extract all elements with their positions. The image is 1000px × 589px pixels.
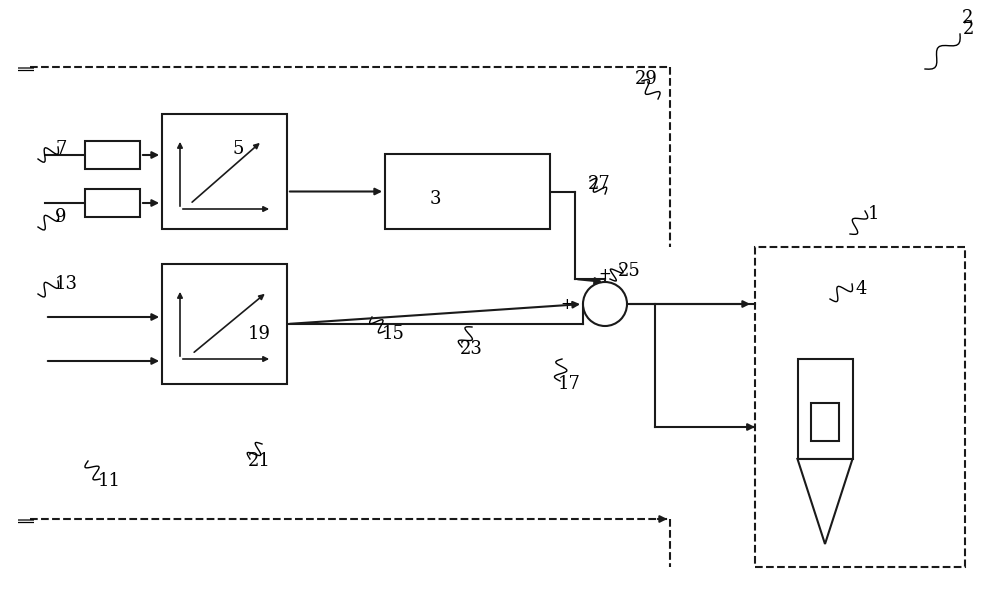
Text: 21: 21 [248,452,271,470]
Bar [85,189,140,217]
Text: 17: 17 [558,375,581,393]
Text: 25: 25 [618,262,641,280]
Text: ‖: ‖ [17,63,33,71]
Text: 2: 2 [963,20,974,38]
Text: 3: 3 [430,190,442,208]
Bar [85,141,140,169]
Text: +: + [599,266,611,282]
Bar [755,247,965,567]
Text: 15: 15 [382,325,405,343]
Bar [162,114,287,229]
Text: ‖: ‖ [17,515,33,523]
Text: 13: 13 [55,275,78,293]
Text: 23: 23 [460,340,483,358]
Bar [162,264,287,384]
Circle shape [583,282,627,326]
Text: 9: 9 [55,208,67,226]
Polygon shape [798,459,852,544]
Text: 27: 27 [588,175,611,193]
Text: 2: 2 [962,9,973,27]
Text: 5: 5 [232,140,243,158]
Text: +: + [561,296,573,312]
Bar [798,359,853,459]
Bar [385,154,550,229]
Text: 7: 7 [55,140,66,158]
Text: 29: 29 [635,70,658,88]
Text: 11: 11 [98,472,121,490]
Bar [811,403,839,441]
Text: 19: 19 [248,325,271,343]
Text: 4: 4 [855,280,866,298]
Text: 1: 1 [868,205,880,223]
